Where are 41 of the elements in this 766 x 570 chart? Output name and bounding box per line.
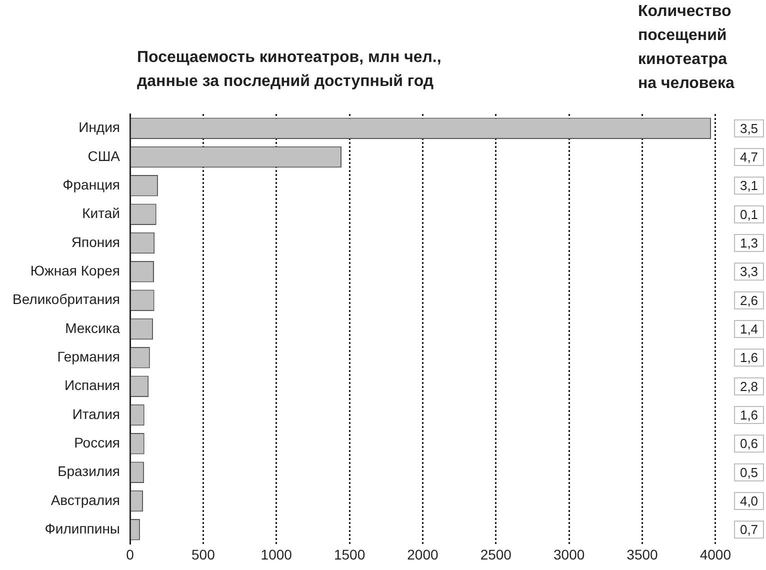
y-tick-label: Италия xyxy=(72,406,120,422)
y-tick-label: США xyxy=(88,148,121,164)
data-label: 4,0 xyxy=(740,494,758,509)
data-label: 0,7 xyxy=(740,522,758,538)
data-label: 3,1 xyxy=(740,178,758,194)
data-label: 0,1 xyxy=(740,206,758,222)
y-tick-label: Испания xyxy=(64,377,120,394)
x-tick-label: 1500 xyxy=(334,546,366,562)
x-tick-label: 1000 xyxy=(260,546,292,562)
chart-title: Посещаемость кинотеатров, млн чел., данные за последний доступный год xyxy=(137,48,442,92)
data-label: 1,4 xyxy=(740,322,758,337)
y-tick-label: Китай xyxy=(82,205,120,222)
x-tick-label: 3000 xyxy=(553,546,585,562)
y-tick-label: Австралия xyxy=(50,492,120,508)
y-tick-label: Мексика xyxy=(65,320,120,336)
x-tick-label: 500 xyxy=(192,546,216,562)
x-tick-label: 0 xyxy=(126,546,134,562)
text: Количество посещений кинотеатра на человека xyxy=(638,2,736,94)
x-tick-label: 2500 xyxy=(480,546,512,562)
x-tick-label: 3500 xyxy=(626,546,658,562)
data-label: 1,6 xyxy=(740,350,758,366)
data-label: 3,5 xyxy=(740,120,758,136)
y-tick-label: Индия xyxy=(78,119,120,136)
data-label: 4,7 xyxy=(740,150,758,165)
x-tick-label: 2000 xyxy=(407,546,438,562)
y-tick-label: Франция xyxy=(62,176,120,193)
y-tick-label: Южная Корея xyxy=(30,262,120,279)
data-label: 3,3 xyxy=(740,264,758,280)
y-tick-label: Германия xyxy=(57,348,120,365)
y-tick-label: Япония xyxy=(71,234,120,250)
data-label: 2,6 xyxy=(740,292,758,308)
y-tick-label: Россия xyxy=(74,434,120,451)
x-tick-label: 4000 xyxy=(700,546,732,562)
data-label: 0,5 xyxy=(740,464,758,480)
data-label: 1,3 xyxy=(740,236,758,251)
data-label: 1,6 xyxy=(740,408,758,423)
data-label: 0,6 xyxy=(740,436,758,452)
y-tick-label: Филиппины xyxy=(44,520,120,537)
y-tick-label: Бразилия xyxy=(58,463,120,480)
data-label: 2,8 xyxy=(740,378,758,394)
y-tick-label: Великобритания xyxy=(12,291,120,308)
